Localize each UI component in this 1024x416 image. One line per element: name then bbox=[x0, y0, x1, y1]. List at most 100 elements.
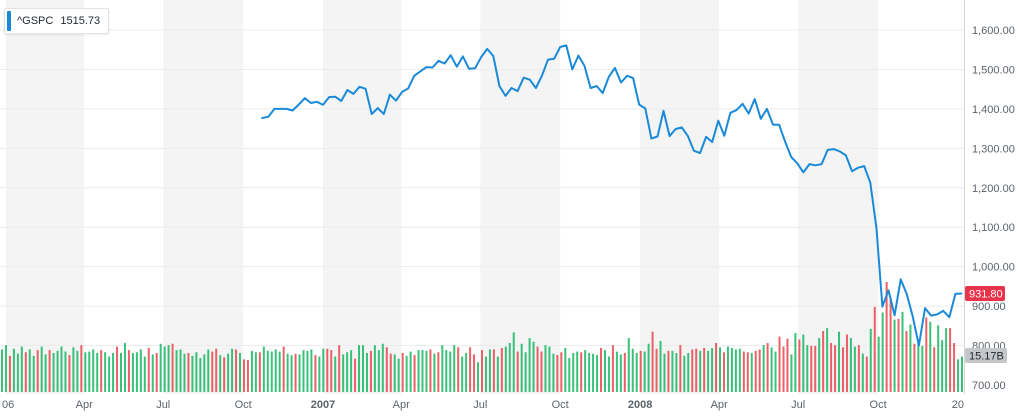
volume-bar-down bbox=[429, 349, 432, 392]
volume-bar-up bbox=[219, 355, 222, 392]
volume-bar-up bbox=[405, 355, 408, 392]
y-tick-label: 900.00 bbox=[972, 301, 1006, 313]
volume-bar-up bbox=[433, 353, 436, 392]
volume-bar-up bbox=[818, 338, 821, 392]
volume-bar-up bbox=[576, 351, 579, 392]
series-symbol: ^GSPC bbox=[17, 15, 54, 27]
volume-bar-up bbox=[334, 356, 337, 392]
volume-bar-up bbox=[572, 352, 575, 392]
volume-bar-up bbox=[643, 351, 646, 392]
series-color-swatch bbox=[7, 11, 11, 31]
month-band bbox=[480, 0, 561, 394]
y-tick-label: 1,600.00 bbox=[972, 25, 1015, 37]
volume-bar-up bbox=[417, 350, 420, 392]
volume-bar-up bbox=[738, 348, 741, 392]
volume-bar-up bbox=[877, 336, 880, 392]
volume-bar-up bbox=[421, 350, 424, 392]
volume-bar-up bbox=[699, 350, 702, 392]
series-legend[interactable]: ^GSPC 1515.73 bbox=[4, 8, 110, 34]
volume-bar-down bbox=[385, 347, 388, 392]
volume-bar-up bbox=[135, 352, 138, 392]
volume-bar-up bbox=[477, 362, 480, 392]
volume-bar-up bbox=[20, 346, 23, 392]
volume-bar-down bbox=[540, 351, 543, 392]
volume-bar-down bbox=[810, 345, 813, 392]
volume-bar-up bbox=[381, 343, 384, 392]
volume-bar-down bbox=[100, 350, 103, 392]
volume-bar-down bbox=[679, 345, 682, 392]
volume-bar-up bbox=[548, 346, 551, 392]
volume-bar-up bbox=[869, 328, 872, 392]
volume-bar-down bbox=[778, 336, 781, 392]
volume-bar-down bbox=[754, 350, 757, 392]
volume-bar-up bbox=[409, 351, 412, 392]
volume-bar-up bbox=[465, 352, 468, 392]
volume-bar-down bbox=[147, 348, 150, 392]
x-tick-label: 06 bbox=[2, 399, 14, 411]
volume-bar-up bbox=[631, 348, 634, 392]
y-tick-label: 1,000.00 bbox=[972, 262, 1015, 274]
volume-bar-up bbox=[762, 345, 765, 392]
volume-bar-up bbox=[306, 350, 309, 392]
volume-bar-up bbox=[730, 348, 733, 392]
x-tick-label: Apr bbox=[393, 399, 410, 411]
price-line[interactable] bbox=[261, 44, 963, 347]
volume-bar-down bbox=[36, 350, 39, 392]
volume-bar-up bbox=[603, 350, 606, 392]
volume-bar-up bbox=[508, 343, 511, 392]
volume-bar-down bbox=[758, 349, 761, 392]
volume-bar-down bbox=[469, 347, 472, 392]
volume-bar-down bbox=[155, 352, 158, 392]
y-tick-label: 700.00 bbox=[972, 380, 1006, 392]
volume-bar-down bbox=[223, 357, 226, 392]
volume-bar-up bbox=[671, 350, 674, 392]
volume-bar-down bbox=[715, 343, 718, 392]
volume-bar-up bbox=[302, 350, 305, 392]
volume-bar-up bbox=[120, 352, 123, 392]
volume-bar-up bbox=[496, 356, 499, 392]
volume-bar-up bbox=[250, 350, 253, 392]
volume-bar-up bbox=[711, 348, 714, 392]
volume-bar-down bbox=[885, 282, 888, 392]
x-axis-ticks: 06 Apr Jul Oct 2007 Apr Jul Oct 2008 Apr Jul Oct 20 bbox=[2, 399, 964, 411]
volume-bar-up bbox=[707, 350, 710, 392]
volume-bar-up bbox=[504, 346, 507, 392]
volume-bar-down bbox=[905, 330, 908, 392]
volume-bar-up bbox=[449, 351, 452, 392]
volume-bar-down bbox=[282, 346, 285, 392]
volume-bar-up bbox=[849, 338, 852, 392]
volume-bar-up bbox=[524, 352, 527, 392]
volume-bar-up bbox=[425, 350, 428, 392]
x-tick-label: 2007 bbox=[311, 399, 335, 411]
volume-bar-up bbox=[719, 347, 722, 392]
volume-bar-up bbox=[683, 355, 686, 392]
volume-bar-up bbox=[342, 354, 345, 392]
volume-bar-up bbox=[528, 338, 531, 392]
volume-bar-down bbox=[127, 350, 130, 392]
y-tick-label: 1,400.00 bbox=[972, 104, 1015, 116]
volume-bar-up bbox=[239, 352, 242, 392]
volume-bar-up bbox=[552, 353, 555, 392]
y-tick-label: 1,300.00 bbox=[972, 143, 1015, 155]
volume-bar-up bbox=[726, 346, 729, 392]
volume-bar-down bbox=[437, 352, 440, 392]
volume-bar-down bbox=[667, 350, 670, 392]
volume-bar-up bbox=[774, 351, 777, 392]
volume-bar-up bbox=[16, 353, 19, 392]
volume-bar-up bbox=[358, 345, 361, 392]
volume-bar-up bbox=[163, 346, 166, 392]
volume-bar-up bbox=[231, 348, 234, 392]
volume-bar-up bbox=[861, 353, 864, 392]
volume-bar-down bbox=[413, 355, 416, 392]
volume-bar-down bbox=[369, 350, 372, 392]
volume-bar-up bbox=[512, 332, 515, 392]
volume-bar-up bbox=[592, 353, 595, 392]
month-band bbox=[798, 0, 879, 394]
volume-bar-up bbox=[441, 345, 444, 392]
volume-bar-up bbox=[60, 346, 63, 392]
volume-bar-down bbox=[536, 346, 539, 392]
volume-bar-up bbox=[750, 352, 753, 392]
volume-bar-up bbox=[838, 331, 841, 392]
volume-bar-down bbox=[786, 338, 789, 392]
